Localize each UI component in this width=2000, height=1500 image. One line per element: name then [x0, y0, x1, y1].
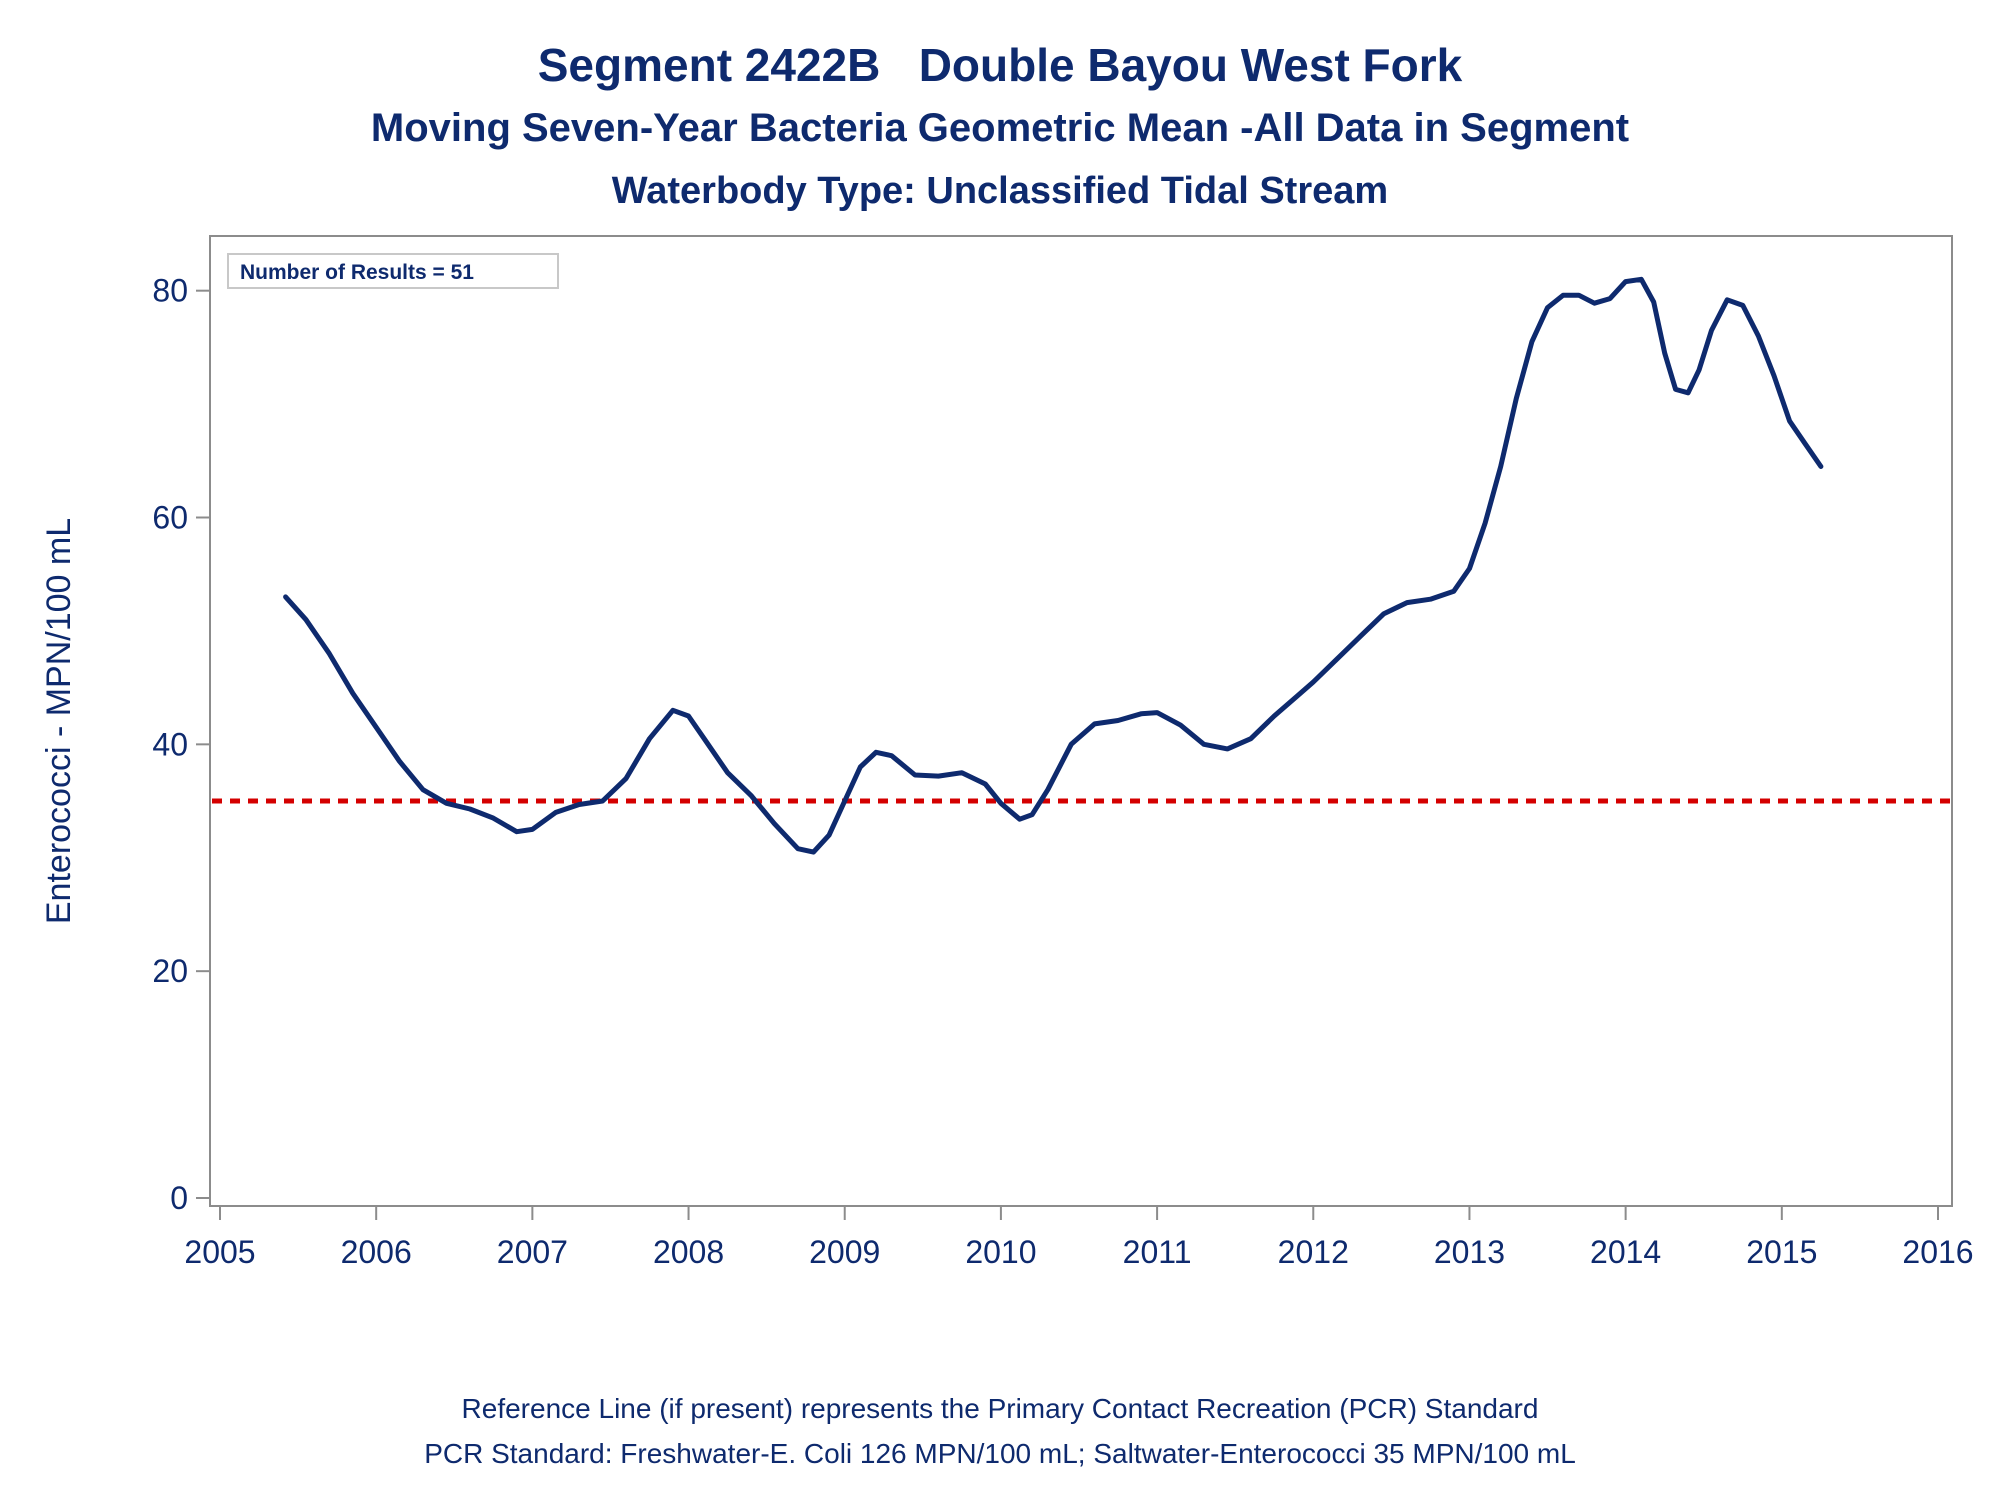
x-tick-label: 2009: [809, 1234, 880, 1270]
y-tick-label: 40: [152, 726, 188, 762]
plot-area-frame: [209, 235, 1953, 1207]
x-tick-label: 2006: [341, 1234, 412, 1270]
chart-title: Segment 2422B Double Bayou West Fork: [537, 39, 1463, 91]
x-tick-label: 2010: [965, 1234, 1036, 1270]
x-tick-label: 2014: [1590, 1234, 1661, 1270]
chart-subtitle: Moving Seven-Year Bacteria Geometric Mea…: [370, 106, 1630, 150]
x-tick-label: 2012: [1278, 1234, 1349, 1270]
x-tick-label: 2005: [184, 1234, 255, 1270]
y-tick-label: 60: [152, 500, 188, 536]
y-tick-label: 20: [152, 953, 188, 989]
x-tick-label: 2013: [1434, 1234, 1505, 1270]
x-tick-label: 2015: [1746, 1234, 1817, 1270]
y-axis: 0 20 40 60 80: [152, 273, 210, 1216]
x-tick-label: 2007: [497, 1234, 568, 1270]
footnote-pcr-standard: PCR Standard: Freshwater-E. Coli 126 MPN…: [424, 1438, 1576, 1469]
x-tick-label: 2008: [653, 1234, 724, 1270]
y-axis-label: Enterococci - MPN/100 mL: [40, 518, 78, 924]
x-axis: 2005 2006 2007 2008 2009 2010 2011 2012 2013 2014…: [184, 1206, 1974, 1270]
geometric-mean-line: [283, 276, 1824, 855]
y-tick-label: 0: [170, 1180, 188, 1216]
y-tick-label: 80: [152, 273, 188, 309]
x-tick-label: 2011: [1123, 1234, 1192, 1270]
footnote-reference-line: Reference Line (if present) represents t…: [461, 1393, 1539, 1424]
results-count-box: Number of Results = 51: [227, 253, 559, 289]
results-count-label: Number of Results = 51: [240, 261, 474, 284]
chart-subtitle-waterbody: Waterbody Type: Unclassified Tidal Strea…: [611, 170, 1389, 212]
x-tick-label: 2016: [1902, 1234, 1973, 1270]
